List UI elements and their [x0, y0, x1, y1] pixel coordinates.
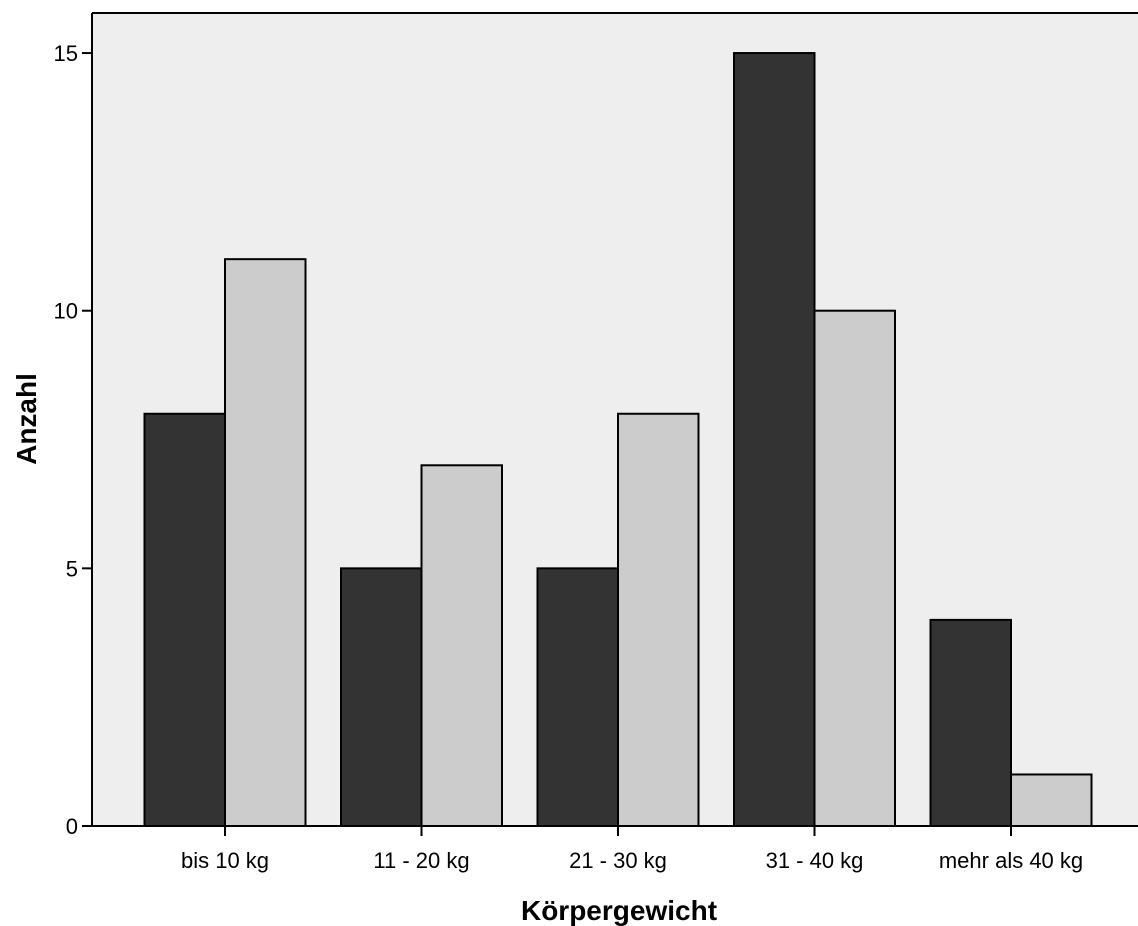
x-tick-label: bis 10 kg	[181, 848, 269, 873]
bar-series-2-2	[420, 464, 503, 827]
bar-series-2-1	[224, 258, 307, 828]
bars-layer	[143, 52, 1093, 828]
x-ticks-layer: bis 10 kg 11 - 20 kg 21 - 30 kg 31 - 40 kg m…	[181, 826, 1083, 873]
y-ticks-layer: 0 5 10 15	[54, 41, 92, 839]
y-tick-label: 10	[54, 299, 78, 324]
bar-series-2-4	[813, 309, 896, 827]
x-tick-label: 21 - 30 kg	[569, 848, 667, 873]
x-tick-label: 31 - 40 kg	[766, 848, 864, 873]
bar-series-2-5	[1010, 773, 1093, 827]
x-tick-label: 11 - 20 kg	[373, 848, 469, 873]
y-tick-label: 0	[66, 814, 78, 839]
bar-series-1-1	[143, 412, 226, 827]
bar-series-1-4	[733, 52, 816, 828]
x-axis-title: Körpergewicht	[521, 895, 717, 926]
bar-series-1-3	[536, 567, 619, 827]
y-axis-title: Anzahl	[11, 373, 42, 465]
bar-series-1-2	[340, 567, 423, 827]
y-tick-label: 5	[66, 556, 78, 581]
bar-series-2-3	[617, 412, 700, 827]
x-tick-label: mehr als 40 kg	[939, 848, 1083, 873]
y-tick-label: 15	[54, 41, 78, 66]
bar-series-1-5	[929, 618, 1012, 827]
